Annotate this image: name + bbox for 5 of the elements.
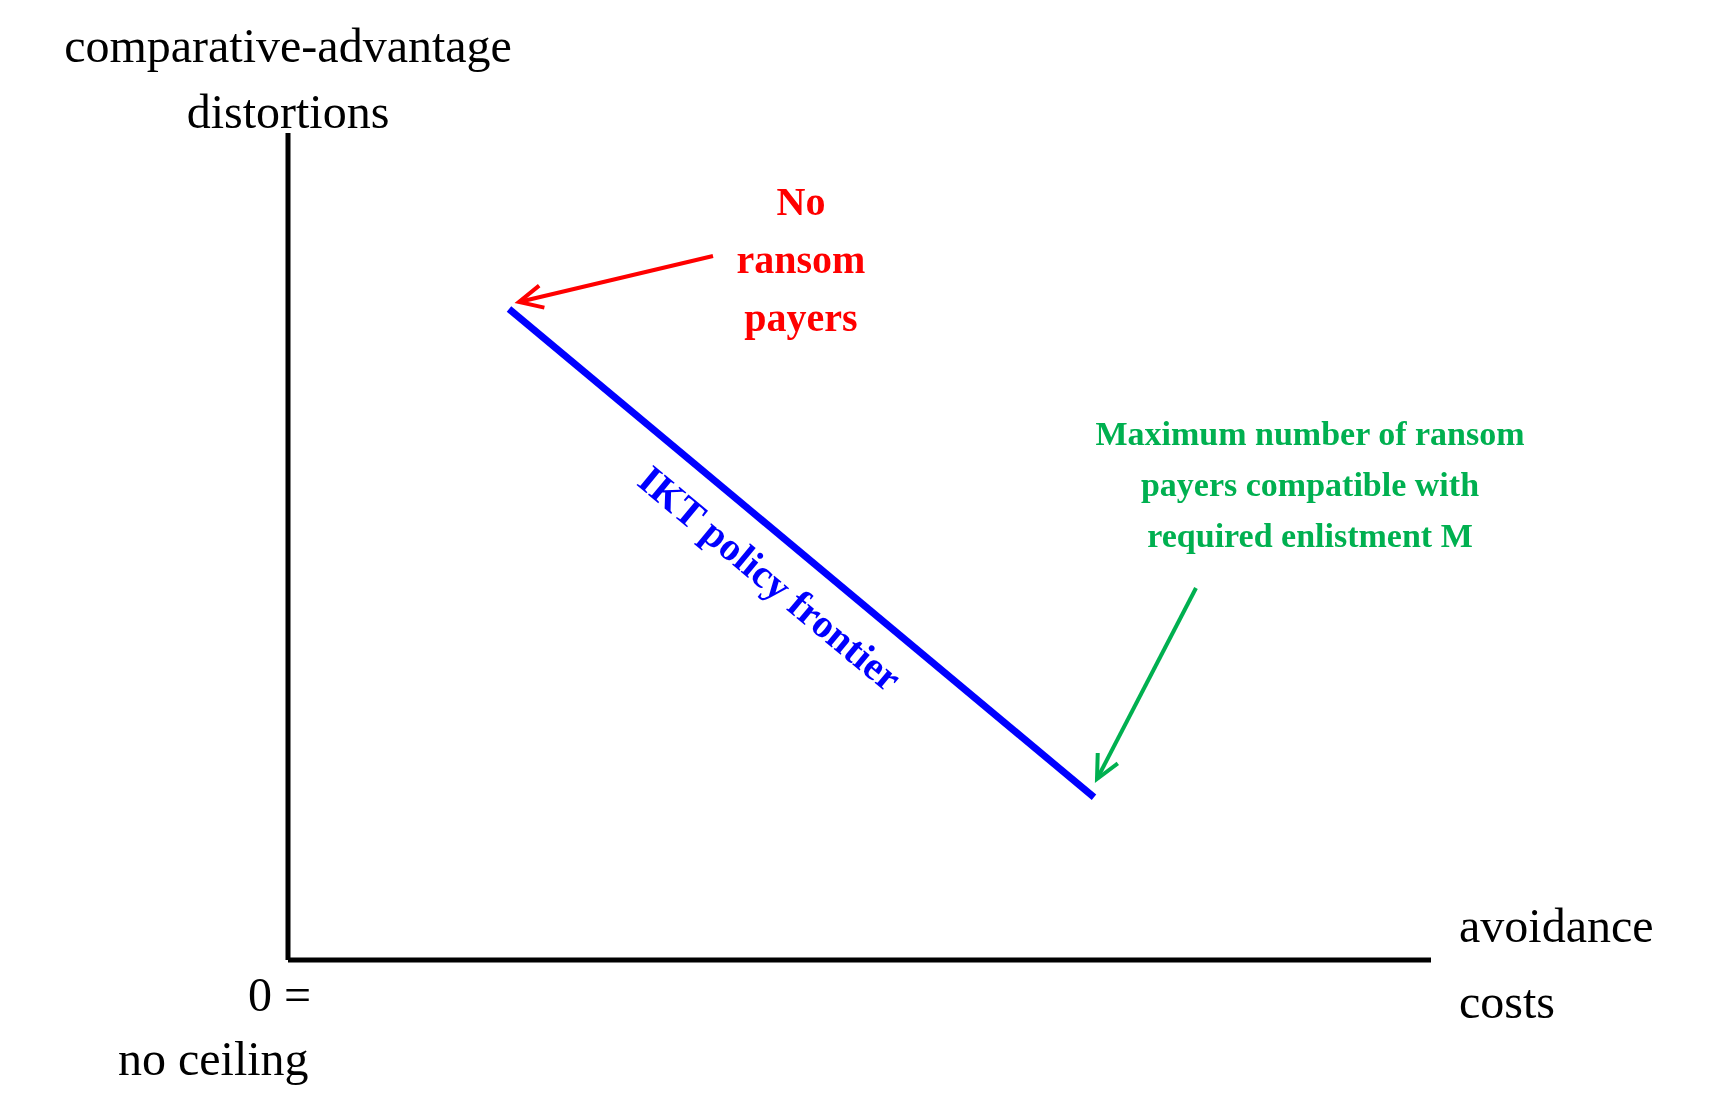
- text: 0 = no ceiling: [118, 967, 313, 1087]
- annotation: Maximum number of ransom payers compatible with required enlistment M: [1094, 414, 1526, 556]
- annotation: No ransom payers: [735, 178, 867, 342]
- x-axis-title: avoidance costs: [1459, 898, 1655, 1030]
- y-axis-title: comparative-advantage distortions: [63, 18, 513, 140]
